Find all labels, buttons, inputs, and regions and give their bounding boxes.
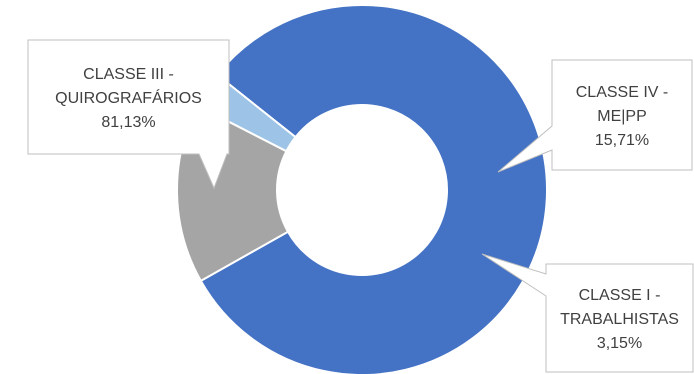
data-label-category-1: CLASSE IV - (576, 84, 668, 101)
callout-box-0 (27, 39, 230, 190)
data-label-category-0: CLASSE III - (83, 66, 174, 83)
data-label-category-0: QUIROGRAFÁRIOS (55, 88, 202, 107)
callout-1: CLASSE IV - ME|PP 15,71% (497, 59, 693, 173)
data-label-value-1: 15,71% (595, 132, 649, 149)
data-label-category-1: ME|PP (597, 108, 647, 125)
callout-2: CLASSE I - TRABALHISTAS 3,15% (481, 253, 694, 373)
slice-0 (199, 4, 548, 374)
doughnut-slices (176, 4, 548, 374)
data-label-category-2: CLASSE I - (579, 287, 661, 304)
callout-box-2 (481, 253, 694, 373)
data-label-value-2: 3,15% (597, 335, 642, 352)
callout-box-1 (497, 59, 693, 173)
callout-0: CLASSE III - QUIROGRAFÁRIOS 81,13% (27, 39, 230, 190)
data-label-category-2: TRABALHISTAS (560, 311, 679, 328)
data-label-value-0: 81,13% (101, 114, 155, 131)
